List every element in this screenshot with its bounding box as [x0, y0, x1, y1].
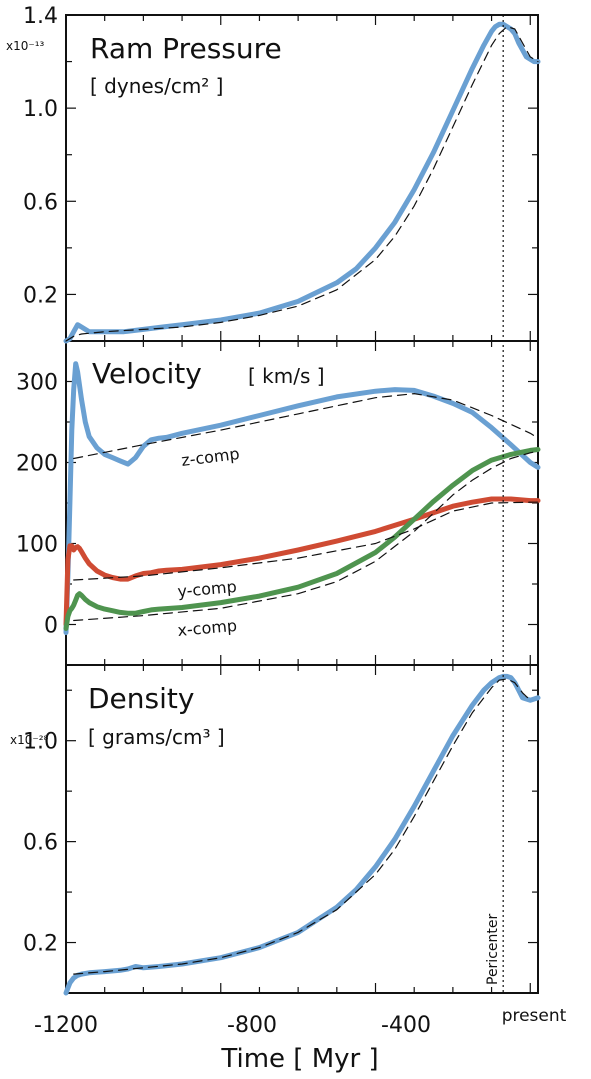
x-comp-label: x-comp [177, 616, 238, 640]
y-tick-label: 0.6 [23, 831, 58, 856]
x-tick-labels: -1200 -800 -400 present [34, 1006, 567, 1038]
y-tick-label: 100 [16, 533, 58, 558]
fit-line [73, 501, 539, 581]
y-tick-label: 0.2 [23, 932, 58, 957]
data-line [63, 673, 541, 996]
density-unit: [ grams/cm³ ] [88, 725, 225, 749]
y-comp-line [63, 496, 541, 627]
density-title: Density [88, 682, 194, 715]
velocity-unit: [ km/s ] [248, 364, 325, 388]
pericenter-label: Pericenter [485, 914, 501, 985]
density-scale: x10⁻²⁸ [10, 733, 49, 747]
fit-line [73, 393, 539, 460]
panel-frame [65, 664, 539, 994]
y-tick-label: 300 [16, 371, 58, 396]
velocity-title: Velocity [92, 357, 202, 390]
y-tick-label: 0.2 [23, 283, 58, 308]
data-lines [63, 21, 541, 996]
fit-line [65, 26, 539, 342]
y-comp-label: y-comp [177, 577, 238, 601]
y-tick-label: 200 [16, 452, 58, 477]
fit-line [73, 678, 531, 975]
z-comp-line [63, 361, 541, 636]
x-tick-label: -800 [227, 1013, 277, 1038]
x-comp-line [63, 447, 541, 631]
x-tick-label: -400 [381, 1013, 431, 1038]
y-tick-label: 0.6 [23, 190, 58, 215]
ram-pressure-title: Ram Pressure [90, 32, 282, 65]
x-tick-label: -1200 [34, 1013, 98, 1038]
ram-pressure-unit: [ dynes/cm² ] [90, 74, 224, 98]
y-tick-label: 1.4 [23, 4, 58, 29]
grid-and-ticks: 0.2 0.6 1.0 1.4 0 100 200 300 0.2 0.6 1.0 [16, 4, 538, 994]
y-tick-label: 1.0 [23, 97, 58, 122]
x-axis-title: Time [ Myr ] [220, 1044, 378, 1074]
z-comp-label: z-comp [180, 444, 240, 470]
y-tick-label: 1.0 [23, 730, 58, 755]
ram-pressure-scale: x10⁻¹³ [6, 39, 45, 53]
data-line [63, 21, 541, 344]
y-tick-label: 0 [44, 614, 58, 639]
x-tick-label: present [502, 1006, 567, 1026]
fit-line [73, 450, 539, 622]
